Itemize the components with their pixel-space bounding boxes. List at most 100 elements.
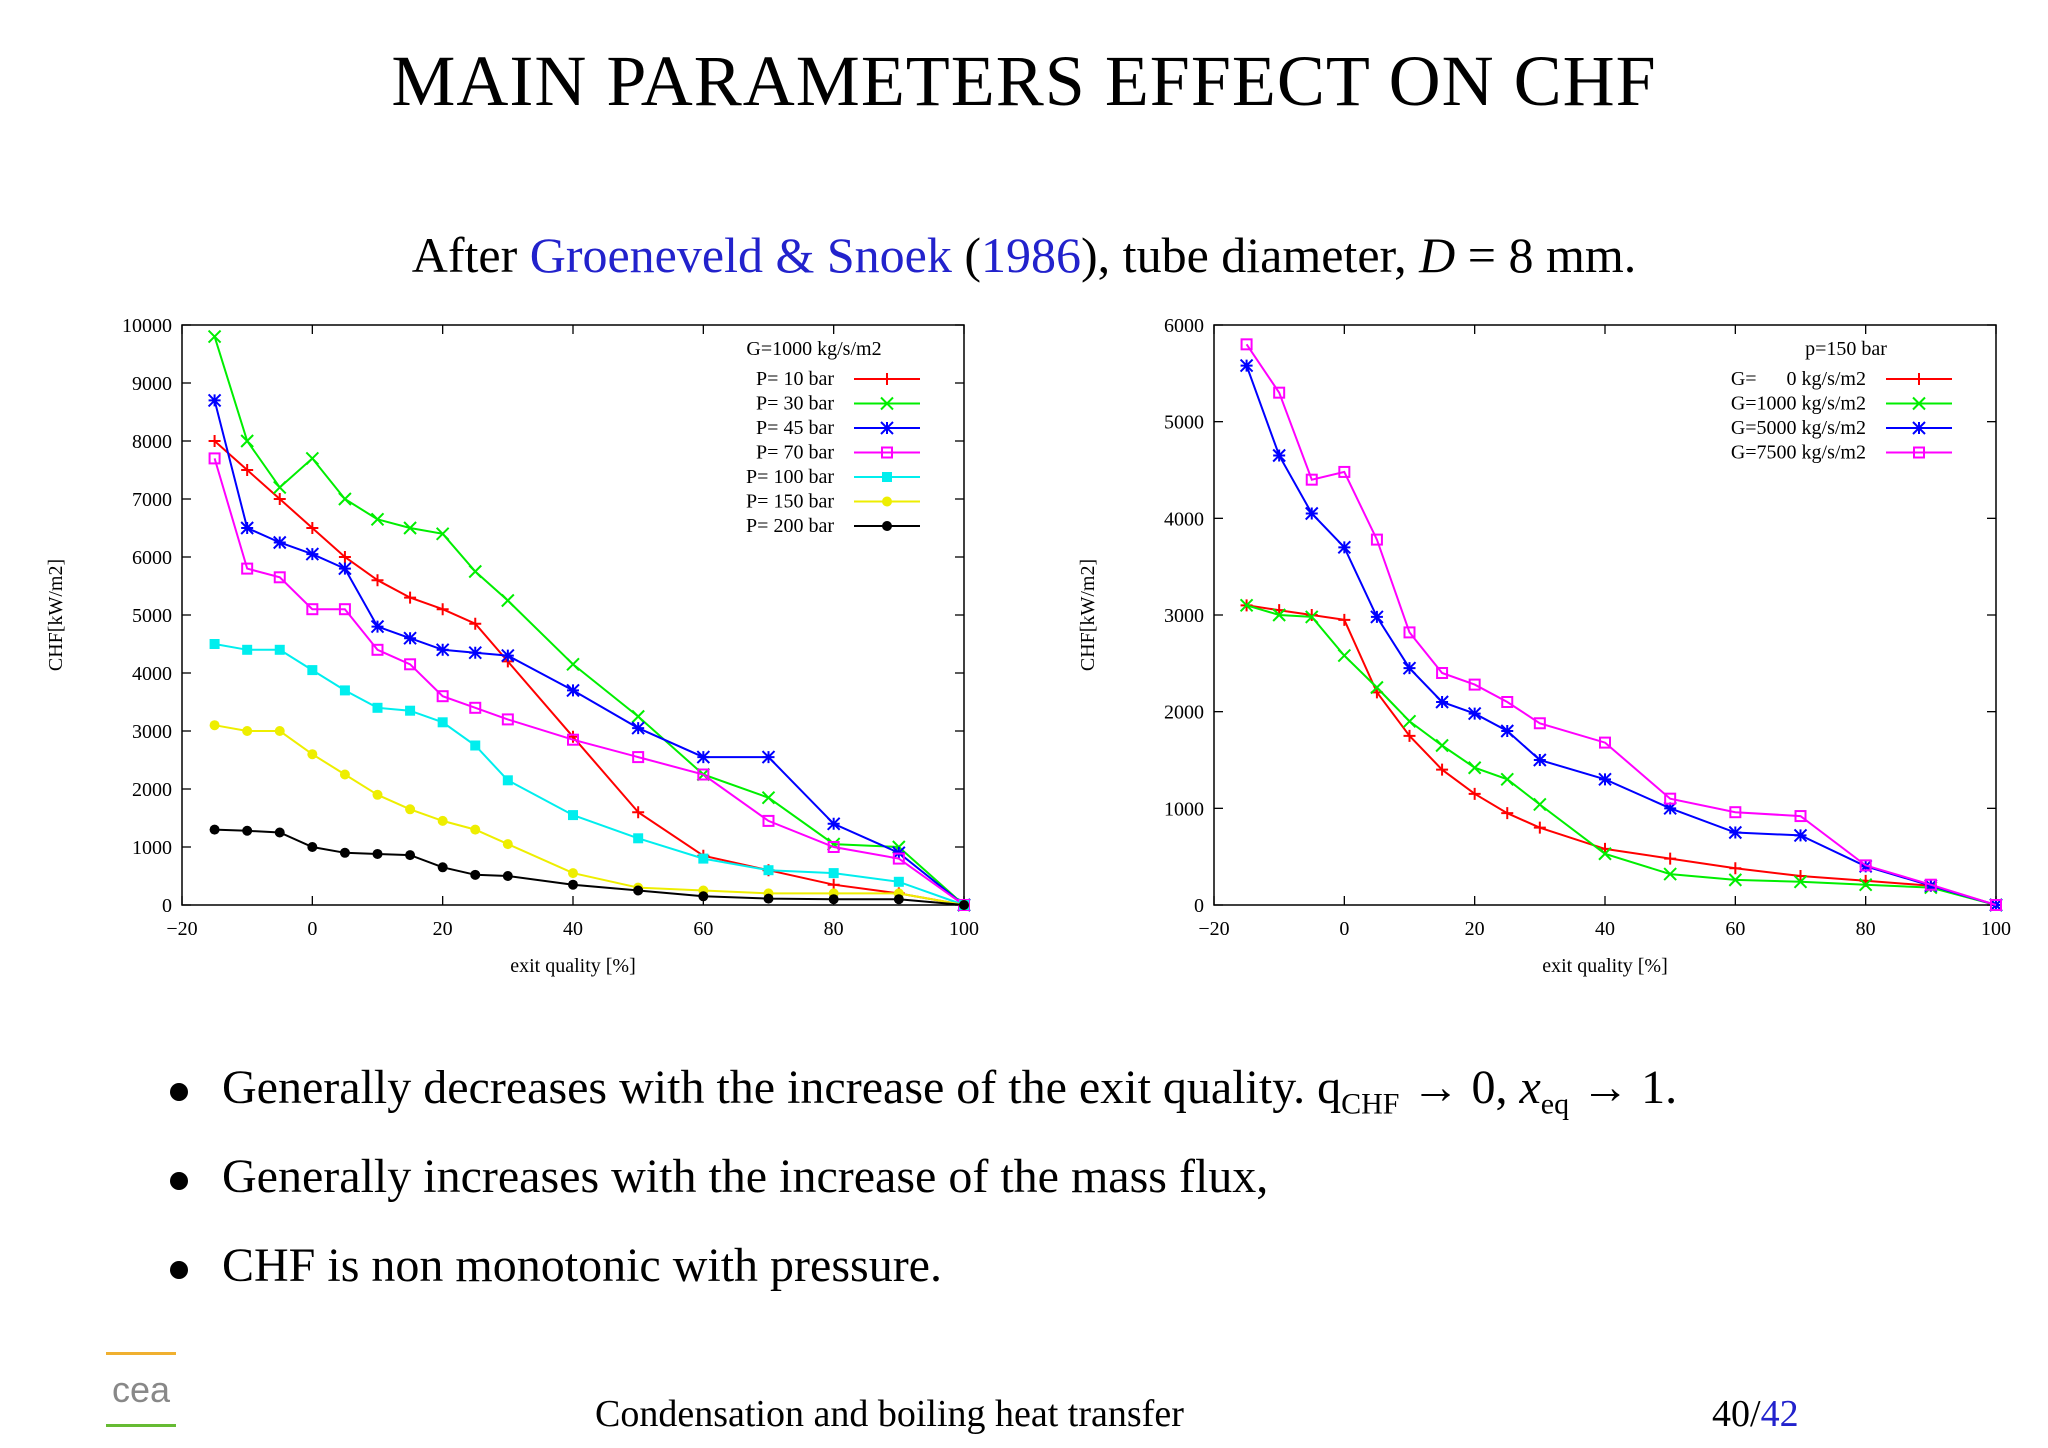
logo-bottom-bar xyxy=(106,1424,176,1427)
data-point xyxy=(1500,772,1514,787)
page-total-link[interactable]: 42 xyxy=(1760,1393,1799,1435)
subtitle-open-paren: ( xyxy=(951,227,982,283)
cea-logo: cea xyxy=(106,1352,176,1427)
data-point xyxy=(1501,807,1514,820)
data-point xyxy=(405,705,416,716)
data-point xyxy=(1664,852,1677,865)
legend-title: p=150 bar xyxy=(1805,338,1887,360)
legend-marker xyxy=(882,496,892,507)
series-g-0-kg-s-m2 xyxy=(1240,599,2002,911)
data-point xyxy=(1403,729,1416,742)
y-tick-label: 8000 xyxy=(132,431,172,453)
y-tick-label: 9000 xyxy=(132,373,172,395)
data-point xyxy=(568,868,578,879)
data-point xyxy=(372,702,383,713)
series-line xyxy=(213,336,965,906)
bullet-math-var: x xyxy=(1519,1061,1541,1114)
data-point xyxy=(698,891,709,902)
data-point xyxy=(1272,448,1286,463)
data-point xyxy=(371,643,384,656)
data-point xyxy=(372,848,383,859)
data-point xyxy=(1468,787,1481,800)
legend-marker xyxy=(880,421,894,435)
data-point xyxy=(306,522,319,534)
bullet-list: Generally decreases with the increase of… xyxy=(160,1060,1677,1327)
data-point xyxy=(403,631,417,645)
bullet-dot xyxy=(170,1261,188,1279)
data-point xyxy=(1793,828,1808,843)
legend-entry-label: P= 200 bar xyxy=(746,515,834,537)
data-point xyxy=(370,512,385,527)
data-point xyxy=(1402,661,1417,675)
data-point xyxy=(208,452,221,465)
x-tick-label: 20 xyxy=(433,918,453,940)
data-point xyxy=(1990,899,2002,911)
citation-year-link[interactable]: 1986 xyxy=(981,227,1082,283)
x-tick-label: 100 xyxy=(1981,918,2011,940)
series-p-10-bar xyxy=(208,435,970,911)
data-point xyxy=(1370,610,1384,624)
y-tick-label: 4000 xyxy=(132,663,172,685)
data-point xyxy=(1729,862,1742,875)
y-axis-label: CHF[kW/m2] xyxy=(1077,559,1099,671)
data-point xyxy=(1305,473,1318,486)
data-point xyxy=(207,329,222,344)
y-tick-label: 0 xyxy=(162,895,172,917)
data-point xyxy=(1370,533,1383,546)
y-tick-label: 1000 xyxy=(132,837,172,859)
data-point xyxy=(1468,678,1481,691)
legend-marker xyxy=(1913,373,1925,385)
series-line xyxy=(214,643,965,906)
y-tick-label: 3000 xyxy=(132,721,172,743)
data-point xyxy=(208,435,221,447)
data-point xyxy=(403,521,417,535)
data-point xyxy=(307,842,318,852)
series-p-150-bar xyxy=(209,720,969,910)
data-point xyxy=(633,885,644,896)
data-point xyxy=(1794,810,1807,823)
series-p-30-bar xyxy=(207,329,971,912)
data-point xyxy=(241,562,254,575)
bullet-math: → 1. xyxy=(1569,1061,1678,1114)
bullet-text: Generally decreases with the increase of… xyxy=(222,1061,1342,1114)
data-point xyxy=(273,480,287,495)
series-p-100-bar xyxy=(209,639,969,910)
data-point xyxy=(273,571,286,584)
data-point xyxy=(828,894,839,905)
subtitle-prefix: After xyxy=(411,227,530,283)
data-point xyxy=(631,709,645,724)
x-tick-label: 100 xyxy=(949,918,979,940)
data-point xyxy=(761,750,776,764)
series-line xyxy=(1246,604,1997,906)
data-point xyxy=(209,824,220,835)
data-point xyxy=(242,644,253,655)
data-point xyxy=(1793,875,1808,889)
data-point xyxy=(566,657,580,672)
data-point xyxy=(763,865,774,876)
bullet-text: Generally increases with the increase of… xyxy=(222,1150,1269,1203)
y-tick-label: 10000 xyxy=(122,315,172,337)
bullet-sub: CHF xyxy=(1341,1087,1400,1121)
data-point xyxy=(1305,609,1318,621)
data-point xyxy=(242,825,253,836)
data-point xyxy=(339,769,350,780)
data-point xyxy=(1273,386,1286,399)
data-point xyxy=(1663,867,1677,881)
data-point xyxy=(698,853,709,864)
data-point xyxy=(405,850,416,861)
data-point xyxy=(339,685,350,696)
data-point xyxy=(307,665,318,676)
citation-authors-link[interactable]: Groeneveld & Snoek xyxy=(529,227,952,283)
data-point xyxy=(566,683,580,698)
x-tick-label: 40 xyxy=(563,918,583,940)
data-point xyxy=(826,817,841,831)
bullet-sub: eq xyxy=(1540,1087,1570,1121)
data-point xyxy=(1664,792,1677,805)
legend-marker xyxy=(880,396,894,411)
data-point xyxy=(437,815,448,826)
data-point xyxy=(1467,706,1482,721)
x-tick-label: 0 xyxy=(1339,918,1349,940)
data-point xyxy=(1599,736,1611,749)
legend-marker xyxy=(1913,446,1925,459)
y-tick-label: 7000 xyxy=(132,489,172,511)
